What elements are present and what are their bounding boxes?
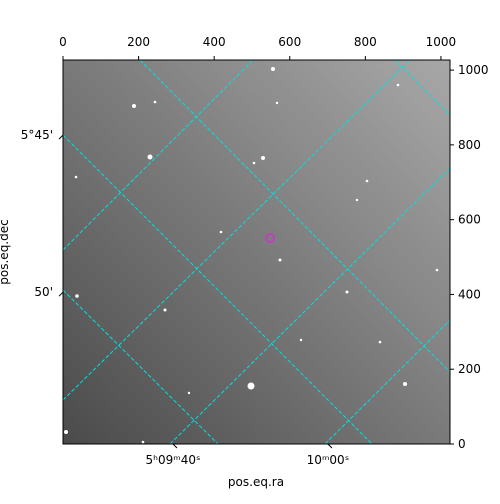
stars: [64, 67, 439, 444]
x-tick-label: 1000: [426, 35, 457, 49]
y-tick-label: 400: [458, 287, 481, 301]
dec-tick: [58, 134, 64, 140]
ra-tick: [172, 443, 178, 449]
y-tick-label: 200: [458, 362, 481, 376]
sky-image: [63, 60, 450, 444]
ra-tick-label: 5ʰ09ᵐ40ˢ: [145, 453, 200, 467]
dec-tick-label: 5°45': [21, 128, 53, 142]
ra-tick-label: 10ᵐ00ˢ: [307, 453, 350, 467]
y-tick-label: 1000: [458, 63, 489, 77]
y-tick-label: 600: [458, 213, 481, 227]
y-tick-label: 800: [458, 138, 481, 152]
x-tick-label: 400: [203, 35, 226, 49]
source-marker: [265, 232, 276, 243]
x-tick-label: 0: [59, 35, 67, 49]
x-tick-label: 200: [127, 35, 150, 49]
coordinate-grid: [63, 60, 450, 444]
y-tick-label: 0: [458, 437, 466, 451]
dec-tick-label: 50': [34, 285, 53, 299]
dec-tick: [58, 291, 64, 297]
frame: [62, 59, 451, 445]
ra-tick: [327, 443, 333, 449]
y-axis-label: pos.eq.dec: [0, 219, 11, 284]
x-tick-label: 800: [354, 35, 377, 49]
x-axis-label: pos.eq.ra: [228, 475, 284, 489]
x-tick-label: 600: [278, 35, 301, 49]
